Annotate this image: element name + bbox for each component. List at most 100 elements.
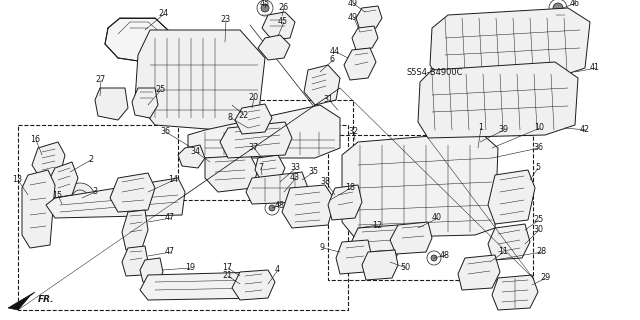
Circle shape [192,57,228,93]
Text: 38: 38 [320,178,330,187]
Text: 36: 36 [533,143,543,153]
Polygon shape [235,104,272,134]
Text: 17: 17 [222,263,232,273]
Polygon shape [32,142,65,178]
Polygon shape [258,35,290,60]
Polygon shape [352,26,378,50]
Polygon shape [220,122,292,158]
Text: 48: 48 [275,201,285,210]
Polygon shape [390,222,432,254]
Text: 43: 43 [290,173,300,182]
Bar [178,100,353,200]
Text: S5S4-B4900C: S5S4-B4900C [407,68,463,77]
Polygon shape [122,246,148,276]
Polygon shape [458,255,500,290]
Polygon shape [430,8,590,82]
Polygon shape [488,170,535,224]
Polygon shape [356,6,382,30]
Text: 49: 49 [348,0,358,9]
Circle shape [553,3,563,13]
Text: 26: 26 [278,4,288,12]
Polygon shape [232,270,275,300]
Text: 39: 39 [498,125,508,134]
Text: 13: 13 [12,175,22,185]
Bar [18,125,348,310]
Text: 23: 23 [220,15,230,25]
Polygon shape [492,275,538,310]
Circle shape [431,255,437,261]
Polygon shape [328,185,362,220]
Polygon shape [178,145,205,168]
Text: 14: 14 [168,175,178,185]
Text: 2: 2 [88,156,93,164]
Polygon shape [135,30,265,130]
Text: FR.: FR. [38,295,54,305]
Text: 41: 41 [590,63,600,73]
Text: 33: 33 [290,164,300,172]
Text: 29: 29 [540,274,550,283]
Text: 45: 45 [278,18,288,27]
Text: 47: 47 [165,247,175,257]
Circle shape [269,205,275,211]
Text: 8: 8 [228,114,233,123]
Text: 6: 6 [330,55,335,65]
Polygon shape [8,292,35,310]
Polygon shape [132,88,158,118]
Text: 18: 18 [345,183,355,193]
Text: 12: 12 [372,220,382,229]
Polygon shape [95,88,128,120]
Text: 30: 30 [533,226,543,235]
Text: 3: 3 [92,188,97,196]
Text: 31: 31 [323,95,333,105]
Polygon shape [140,258,163,282]
Text: 22: 22 [238,110,248,119]
Text: 27: 27 [95,76,105,84]
Polygon shape [140,272,268,300]
Polygon shape [342,132,498,238]
Text: 16: 16 [30,135,40,145]
Text: 21: 21 [222,271,232,281]
Text: 7: 7 [258,164,263,172]
Polygon shape [110,173,155,212]
Text: 37: 37 [248,143,258,153]
Text: 46: 46 [570,0,580,7]
Text: 40: 40 [432,213,442,222]
Text: 4: 4 [275,266,280,275]
Text: 10: 10 [534,124,544,132]
Text: 44: 44 [330,47,340,57]
Text: 48: 48 [440,251,450,260]
Bar [328,135,533,280]
Polygon shape [344,48,376,80]
Text: 28: 28 [536,247,546,257]
Polygon shape [304,65,340,105]
Polygon shape [418,62,578,138]
Polygon shape [188,105,340,158]
Text: 35: 35 [308,167,318,177]
Polygon shape [255,155,285,182]
Text: 25: 25 [533,215,543,225]
Text: 45: 45 [260,0,270,7]
Polygon shape [22,170,55,248]
Text: 36: 36 [160,127,170,137]
Text: 19: 19 [185,263,195,273]
Circle shape [261,4,269,12]
Text: 24: 24 [158,10,168,19]
Polygon shape [46,178,185,218]
Polygon shape [336,240,372,274]
Text: 11: 11 [498,247,508,257]
Polygon shape [122,210,148,250]
Text: 9: 9 [320,244,325,252]
Text: 34: 34 [190,148,200,156]
Polygon shape [282,185,335,228]
Text: 47: 47 [165,213,175,222]
Text: 50: 50 [400,263,410,273]
Polygon shape [362,250,398,280]
Polygon shape [262,12,295,40]
Circle shape [65,183,95,213]
Text: 1: 1 [478,124,483,132]
Text: 42: 42 [580,125,590,134]
Text: 5: 5 [535,164,540,172]
Polygon shape [350,225,402,260]
Polygon shape [488,224,530,260]
Polygon shape [246,172,308,204]
